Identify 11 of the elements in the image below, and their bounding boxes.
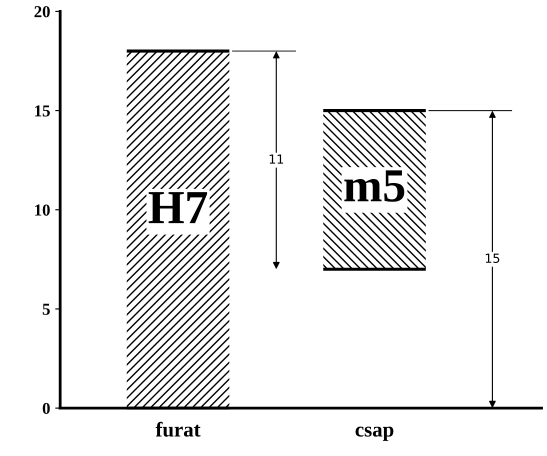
y-tick-label: 10 <box>35 204 50 216</box>
y-tick-label: 15 <box>35 105 50 117</box>
y-tick-label: 0 <box>42 402 50 414</box>
annotation: m5 <box>344 170 404 202</box>
annotation: 11 <box>270 154 284 164</box>
y-tick-label: 5 <box>42 304 50 315</box>
x-tick-label: furat <box>156 422 201 437</box>
annotation: H7 <box>148 192 208 224</box>
y-tick-label: 20 <box>34 6 50 18</box>
annotation: 15 <box>486 254 500 263</box>
x-tick-label: csap <box>356 426 394 441</box>
